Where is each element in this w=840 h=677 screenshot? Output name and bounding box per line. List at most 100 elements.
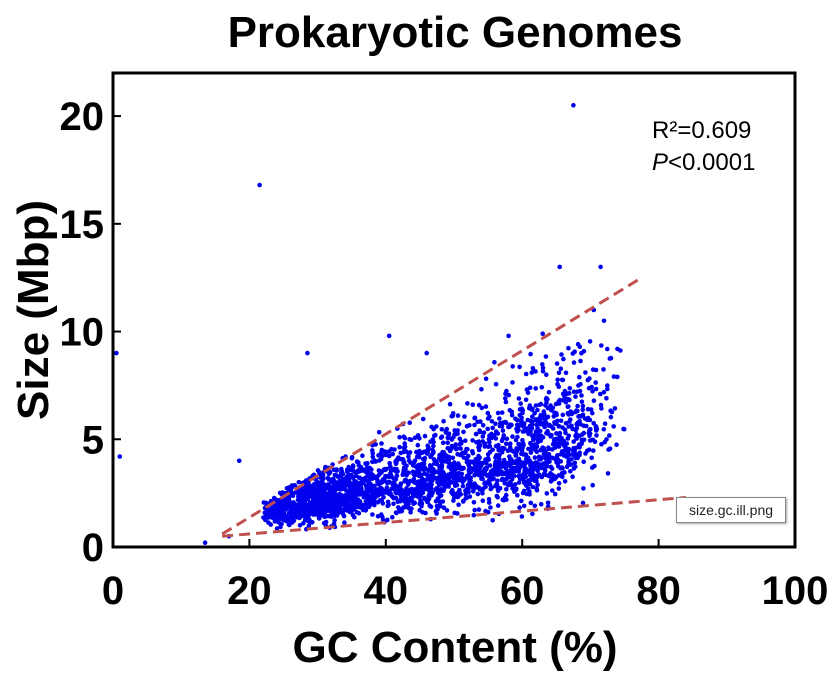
- data-point: [437, 452, 442, 458]
- data-point: [415, 433, 421, 438]
- data-point: [531, 445, 536, 451]
- p-symbol: P: [652, 149, 668, 176]
- data-point: [548, 464, 554, 470]
- data-point: [593, 380, 598, 385]
- data-point: [364, 502, 370, 508]
- data-point: [541, 409, 547, 414]
- data-point: [352, 514, 357, 520]
- data-point: [404, 486, 409, 491]
- data-point: [504, 436, 510, 442]
- data-point: [456, 494, 461, 499]
- data-point: [341, 481, 346, 486]
- data-point: [545, 397, 550, 402]
- data-point: [445, 445, 451, 451]
- data-point: [278, 503, 284, 509]
- data-point: [544, 372, 549, 378]
- data-point: [320, 488, 326, 494]
- data-point: [472, 507, 478, 513]
- data-point: [528, 440, 533, 446]
- data-point: [506, 392, 512, 398]
- data-point: [512, 482, 518, 487]
- data-point: [417, 448, 422, 454]
- data-point: [464, 446, 469, 452]
- data-point: [602, 421, 608, 427]
- data-point: [550, 488, 555, 493]
- data-point: [451, 463, 456, 468]
- data-point: [385, 517, 390, 523]
- data-point: [547, 454, 553, 460]
- data-point: [416, 454, 422, 460]
- data-point: [483, 404, 489, 409]
- data-point: [412, 491, 418, 497]
- data-point: [605, 471, 611, 476]
- data-point: [548, 479, 554, 484]
- data-point: [451, 476, 457, 482]
- data-point: [455, 413, 461, 418]
- data-point: [401, 470, 407, 475]
- data-point: [455, 452, 460, 457]
- data-point: [322, 514, 327, 519]
- data-point: [478, 487, 484, 492]
- data-point: [572, 460, 578, 466]
- data-point: [530, 477, 535, 482]
- data-point: [458, 446, 464, 451]
- data-point: [530, 484, 536, 490]
- data-point: [477, 460, 483, 466]
- data-point: [570, 474, 575, 480]
- data-point: [304, 513, 310, 519]
- data-point: [504, 487, 509, 492]
- y-axis-ticks: 0 5 10 15 20: [60, 95, 121, 570]
- data-point: [415, 442, 421, 448]
- data-point: [352, 492, 358, 498]
- data-point: [553, 445, 558, 450]
- data-point: [329, 509, 335, 515]
- data-point: [560, 377, 566, 383]
- data-point: [581, 348, 587, 354]
- data-point: [553, 401, 559, 407]
- data-point: [463, 491, 468, 497]
- data-point: [560, 412, 566, 418]
- data-point: [485, 455, 491, 461]
- data-point: [335, 501, 341, 507]
- data-point: [557, 264, 562, 270]
- data-point: [530, 366, 536, 371]
- data-point: [475, 491, 481, 497]
- data-point: [490, 518, 496, 523]
- data-point: [520, 473, 526, 479]
- data-point: [580, 407, 585, 413]
- data-point: [477, 455, 482, 461]
- data-point: [486, 444, 491, 450]
- data-point: [441, 471, 447, 476]
- data-point: [379, 498, 385, 503]
- data-point: [372, 483, 377, 489]
- data-point: [518, 401, 523, 406]
- data-point: [557, 435, 562, 440]
- data-point: [465, 460, 470, 466]
- data-point: [561, 356, 566, 362]
- data-point: [533, 369, 538, 374]
- file-name-tooltip: size.gc.ill.png: [676, 497, 786, 523]
- data-point: [312, 489, 318, 494]
- data-point: [297, 500, 303, 506]
- data-point: [384, 480, 390, 485]
- data-point: [402, 479, 407, 484]
- data-point: [328, 513, 333, 519]
- data-point: [577, 452, 582, 458]
- data-point: [573, 409, 578, 415]
- data-point: [533, 386, 538, 391]
- data-point: [309, 484, 314, 490]
- data-point: [328, 494, 333, 500]
- data-point: [460, 483, 466, 489]
- data-point: [306, 509, 312, 514]
- data-point: [372, 492, 378, 498]
- data-point: [344, 497, 350, 503]
- data-point: [372, 498, 377, 504]
- data-point: [384, 485, 390, 490]
- data-point: [532, 411, 537, 416]
- data-point: [425, 482, 431, 488]
- data-point: [399, 508, 405, 514]
- data-point: [560, 425, 565, 430]
- data-point: [439, 463, 445, 468]
- data-point: [556, 424, 562, 429]
- data-point: [515, 493, 520, 498]
